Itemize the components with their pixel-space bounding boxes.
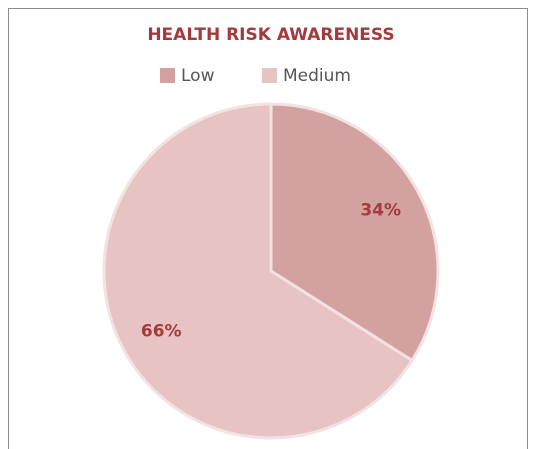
pie-slice — [102, 102, 414, 440]
legend-swatch — [262, 68, 277, 83]
legend-label: Medium — [283, 66, 351, 86]
legend-label: Low — [181, 66, 215, 86]
legend-swatch — [160, 68, 175, 83]
data-label: 66% — [141, 321, 182, 341]
data-label: 34% — [360, 201, 401, 221]
chart-title: HEALTH RISK AWARENESS — [147, 25, 394, 45]
